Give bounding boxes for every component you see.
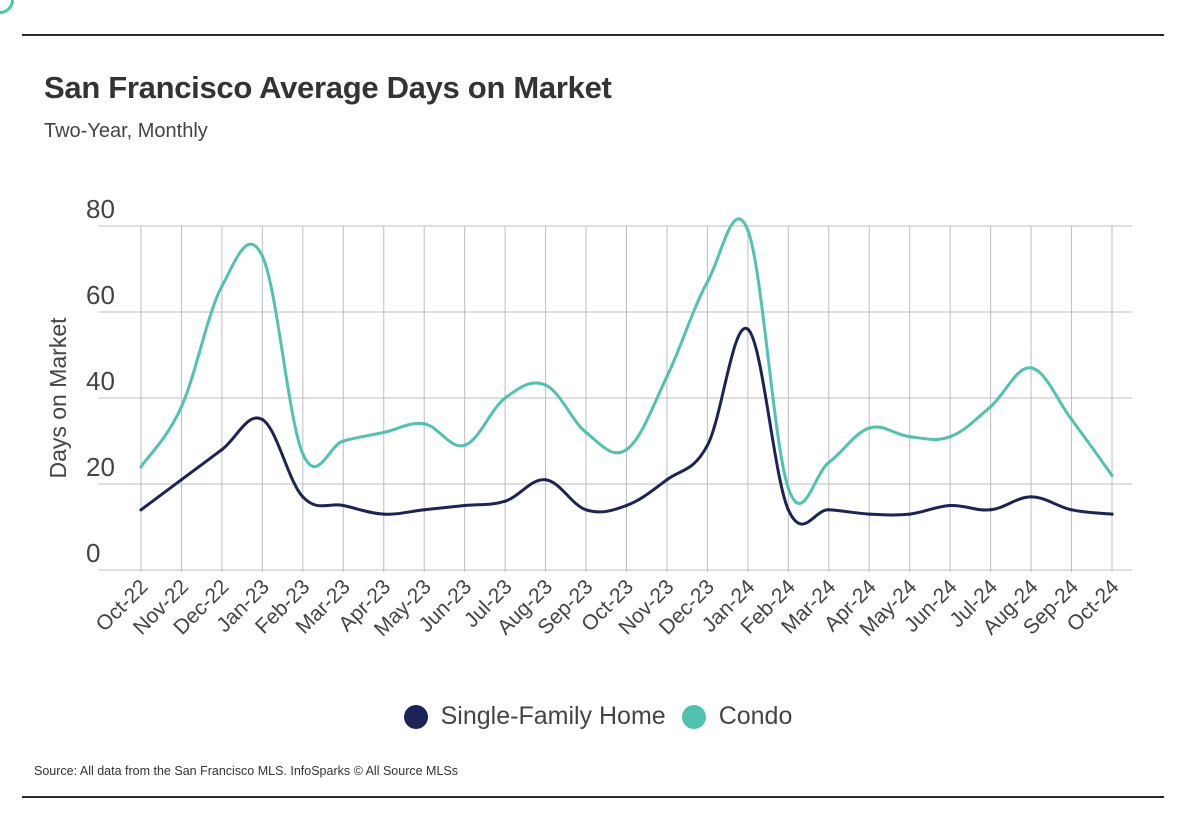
data-point-condo bbox=[301, 452, 305, 456]
data-point-single-family-home bbox=[1110, 512, 1114, 516]
data-point-condo bbox=[1110, 473, 1114, 477]
data-point-condo bbox=[624, 448, 629, 452]
legend-item-single-family: Single-Family Home bbox=[403, 702, 666, 731]
data-point-condo bbox=[503, 396, 507, 400]
data-point-single-family-home bbox=[705, 443, 710, 447]
data-point-single-family-home bbox=[827, 508, 831, 512]
data-point-single-family-home bbox=[260, 417, 264, 422]
source-note: Source: All data from the San Francisco … bbox=[34, 764, 458, 778]
y-tick-label: 0 bbox=[86, 538, 100, 568]
data-point-condo bbox=[220, 284, 224, 288]
data-point-single-family-home bbox=[220, 448, 224, 452]
data-point-condo bbox=[179, 405, 184, 409]
data-point-condo bbox=[786, 486, 790, 490]
data-point-single-family-home bbox=[341, 503, 345, 508]
chart-title: San Francisco Average Days on Market bbox=[44, 70, 612, 105]
y-tick-label: 40 bbox=[86, 366, 115, 396]
data-point-condo bbox=[827, 460, 831, 465]
y-tick-label: 20 bbox=[86, 452, 115, 482]
data-point-condo bbox=[867, 426, 871, 430]
data-point-condo bbox=[1029, 366, 1033, 370]
data-point-single-family-home bbox=[665, 478, 669, 482]
data-point-condo bbox=[908, 435, 912, 439]
data-point-condo bbox=[422, 422, 426, 426]
y-axis-label: Days on Market bbox=[45, 317, 71, 479]
legend-swatch-single-family bbox=[403, 704, 428, 729]
data-point-condo bbox=[543, 383, 548, 387]
data-point-single-family-home bbox=[503, 499, 507, 503]
chart-subtitle: Two-Year, Monthly bbox=[44, 120, 208, 142]
data-point-condo bbox=[665, 374, 669, 379]
data-point-single-family-home bbox=[1069, 508, 1074, 512]
data-point-single-family-home bbox=[139, 508, 143, 512]
data-point-single-family-home bbox=[1029, 495, 1033, 499]
y-tick-label: 80 bbox=[86, 194, 115, 224]
data-point-single-family-home bbox=[382, 512, 386, 516]
data-point-single-family-home bbox=[301, 495, 305, 499]
series-line-condo bbox=[139, 217, 1114, 505]
y-tick-label: 60 bbox=[86, 280, 115, 310]
data-point-single-family-home bbox=[179, 478, 184, 482]
data-point-condo bbox=[1069, 417, 1074, 422]
data-point-condo bbox=[705, 280, 710, 284]
legend-label-condo: Condo bbox=[718, 702, 793, 730]
data-point-single-family-home bbox=[867, 512, 871, 516]
data-point-single-family-home bbox=[989, 508, 993, 512]
data-point-condo bbox=[463, 443, 467, 447]
bottom-rule bbox=[22, 796, 1164, 798]
data-point-single-family-home bbox=[908, 512, 912, 516]
legend-label-single-family: Single-Family Home bbox=[440, 702, 666, 730]
legend: Single-Family Home Condo bbox=[0, 702, 1196, 731]
data-point-single-family-home bbox=[422, 508, 426, 512]
data-point-single-family-home bbox=[786, 508, 790, 512]
line-chart: 020406080Oct-22Nov-22Dec-22Jan-23Feb-23M… bbox=[45, 194, 1132, 641]
top-rule bbox=[22, 34, 1164, 36]
data-point-single-family-home bbox=[543, 478, 548, 482]
data-point-condo bbox=[382, 430, 386, 434]
data-point-single-family-home bbox=[463, 503, 467, 508]
data-point-condo bbox=[139, 465, 143, 469]
data-point-condo bbox=[989, 405, 993, 409]
data-point-single-family-home bbox=[746, 327, 750, 331]
legend-swatch-condo bbox=[681, 704, 706, 729]
data-point-condo bbox=[341, 439, 345, 443]
data-point-condo bbox=[260, 254, 264, 258]
data-point-condo bbox=[584, 430, 588, 434]
data-point-condo bbox=[948, 435, 952, 439]
data-point-condo bbox=[746, 228, 750, 232]
legend-item-condo: Condo bbox=[681, 702, 793, 731]
data-point-single-family-home bbox=[584, 508, 588, 512]
data-point-single-family-home bbox=[624, 503, 629, 508]
data-point-single-family-home bbox=[948, 503, 952, 508]
